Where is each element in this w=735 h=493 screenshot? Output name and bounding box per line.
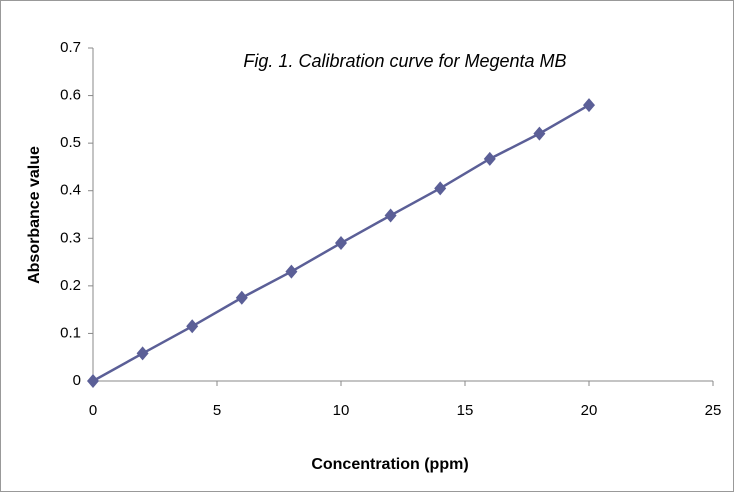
- marker: [335, 236, 347, 251]
- marker: [483, 151, 496, 166]
- y-tick-label: 0.6: [60, 87, 81, 104]
- x-axis-label: Concentration (ppm): [311, 456, 468, 473]
- x-tick-label: 10: [333, 402, 350, 419]
- x-tick-label: 25: [705, 402, 722, 419]
- x-tick-label: 5: [213, 402, 221, 419]
- marker: [384, 208, 397, 223]
- marker: [186, 319, 199, 334]
- x-tick-label: 0: [89, 402, 97, 419]
- y-tick-label: 0.3: [60, 229, 81, 246]
- marker: [87, 374, 99, 388]
- marker: [235, 290, 248, 305]
- y-tick-label: 0.4: [60, 182, 81, 199]
- y-axis-label: Absorbance value: [26, 146, 43, 284]
- marker: [136, 346, 149, 361]
- x-tick-label: 15: [457, 402, 474, 419]
- y-tick-label: 0.1: [60, 324, 81, 341]
- chart-title: Fig. 1. Calibration curve for Megenta MB: [243, 51, 566, 71]
- y-tick-label: 0.5: [60, 134, 81, 151]
- y-tick-label: 0.2: [60, 277, 81, 294]
- x-tick-label: 20: [581, 402, 598, 419]
- marker: [583, 98, 595, 113]
- marker: [533, 126, 546, 141]
- y-tick-label: 0.7: [60, 39, 81, 56]
- marker: [434, 181, 447, 196]
- y-tick-label: 0: [73, 372, 81, 389]
- marker: [285, 264, 298, 279]
